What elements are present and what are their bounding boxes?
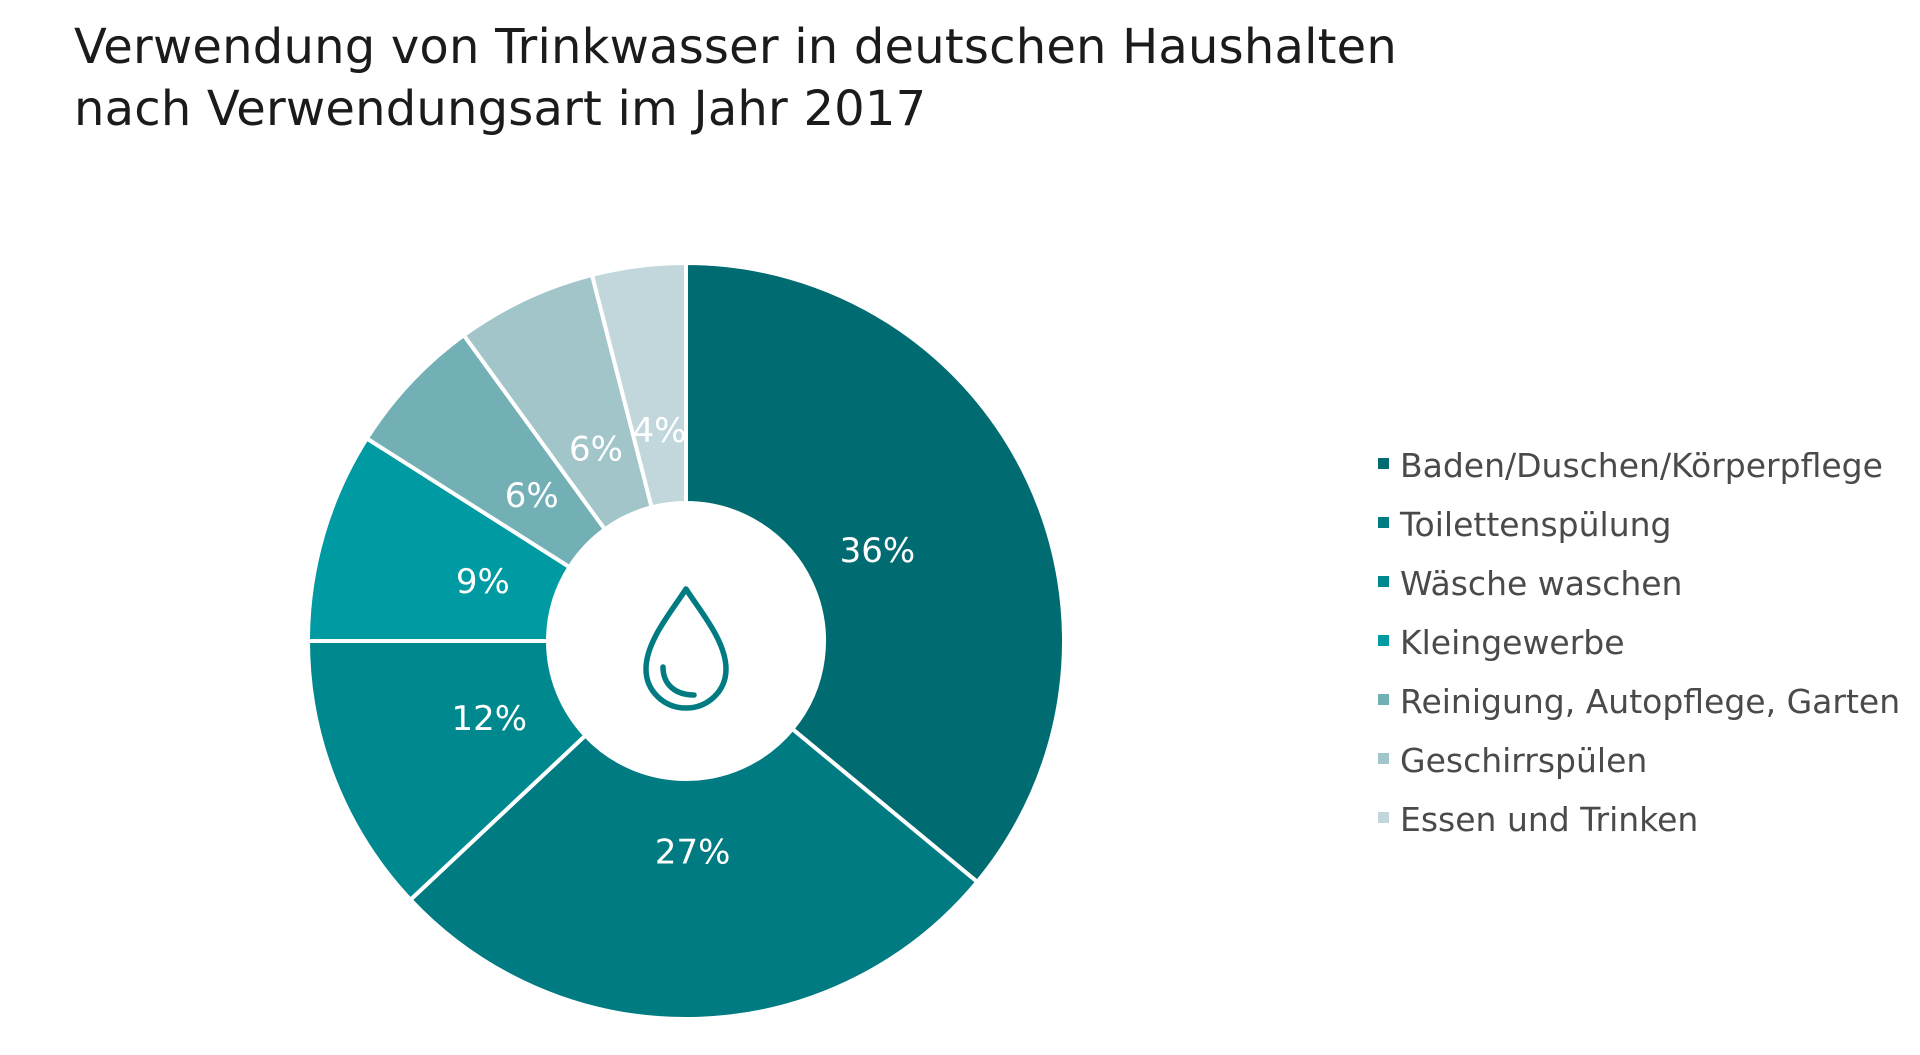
legend-label: Geschirrspülen xyxy=(1400,741,1648,780)
legend-item-toilettenspuelung: Toilettenspülung xyxy=(1378,494,1900,553)
legend-label: Reinigung, Autopflege, Garten xyxy=(1400,682,1901,721)
slice-label-geschirrspuelen: 6% xyxy=(569,430,623,470)
slice-label-toilettenspuelung: 27% xyxy=(655,832,731,872)
legend-swatch xyxy=(1378,812,1389,823)
slice-essen-und-trinken xyxy=(589,260,688,510)
legend-item-baden-duschen-koerperpflege: Baden/Duschen/Körperpflege xyxy=(1378,435,1900,494)
chart-title-line-1: Verwendung von Trinkwasser in deutschen … xyxy=(74,19,1398,75)
legend-item-waesche-waschen: Wäsche waschen xyxy=(1378,553,1900,612)
legend-label: Baden/Duschen/Körperpflege xyxy=(1400,446,1883,485)
legend-swatch xyxy=(1378,753,1389,764)
slice-label-kleingewerbe: 9% xyxy=(456,562,510,602)
legend-swatch xyxy=(1378,458,1389,469)
legend-item-reinigung-autopflege-garten: Reinigung, Autopflege, Garten xyxy=(1378,671,1900,730)
legend-swatch xyxy=(1378,694,1389,705)
slice-baden-duschen-koerperpflege xyxy=(684,260,1066,885)
slice-label-waesche-waschen: 12% xyxy=(452,699,528,739)
legend-swatch xyxy=(1378,517,1389,528)
chart-legend: Baden/Duschen/Körperpflege Toilettenspülu… xyxy=(1378,435,1900,848)
slice-toilettenspuelung xyxy=(407,726,981,1021)
donut-slices xyxy=(305,260,1066,1021)
legend-item-essen-und-trinken: Essen und Trinken xyxy=(1378,789,1900,848)
slice-waesche-waschen xyxy=(305,639,589,903)
slice-label-reinigung-autopflege-garten: 6% xyxy=(505,476,559,516)
donut-slice-labels: 36%27%12%9%6%6% 4% xyxy=(452,411,916,872)
water-drop-icon xyxy=(643,586,729,711)
legend-item-kleingewerbe: Kleingewerbe xyxy=(1378,612,1900,671)
legend-swatch xyxy=(1378,576,1389,587)
chart-title: Verwendung von Trinkwasser in deutschen … xyxy=(74,16,1397,140)
legend-label: Essen und Trinken xyxy=(1400,800,1699,839)
legend-label: Kleingewerbe xyxy=(1400,623,1625,662)
legend-label: Wäsche waschen xyxy=(1400,564,1683,603)
slice-label-baden-duschen-koerperpflege: 36% xyxy=(840,531,916,571)
legend-label: Toilettenspülung xyxy=(1400,505,1672,544)
slice-kleingewerbe xyxy=(305,435,573,643)
legend-item-geschirrspuelen: Geschirrspülen xyxy=(1378,730,1900,789)
slice-label-essen-und-trinken: 4% xyxy=(633,411,687,451)
chart-title-line-2: nach Verwendungsart im Jahr 2017 xyxy=(74,81,927,137)
legend-swatch xyxy=(1378,635,1389,646)
